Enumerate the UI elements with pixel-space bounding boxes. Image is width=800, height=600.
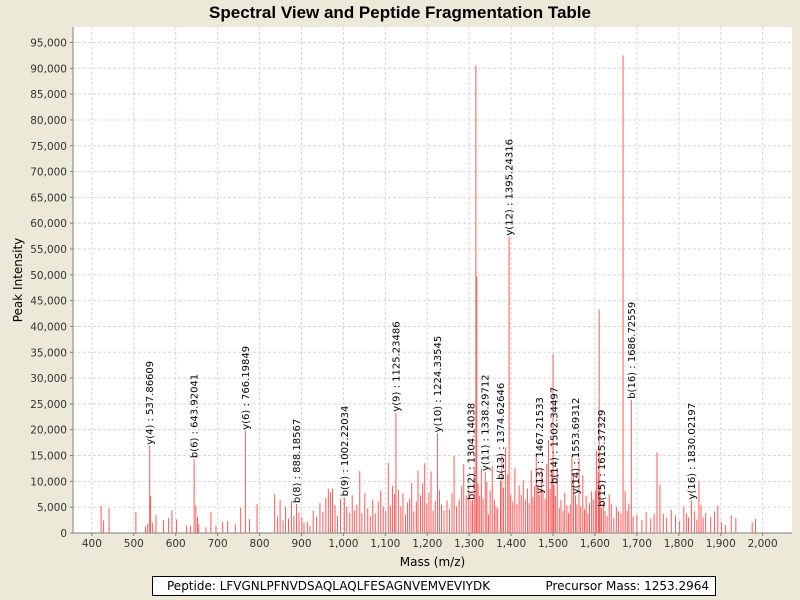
x-tick-label: 800 (250, 538, 270, 550)
peak-annotation: b(12) : 1304.14038 (466, 403, 477, 500)
peak-annotation: b(15) : 1615.37329 (597, 410, 608, 507)
x-tick-label: 900 (291, 538, 311, 550)
peptide-sequence: Peptide: LFVGNLPFNVDSAQLAQLFESAGNVEMVEVI… (167, 579, 491, 593)
plot-area (73, 27, 792, 533)
peak-annotation: y(12) : 1395.24316 (505, 139, 516, 236)
x-tick-label: 1,000 (328, 538, 358, 550)
x-axis-label: Mass (m/z) (400, 555, 465, 569)
y-tick-label: 80,000 (30, 115, 67, 127)
x-tick-label: 600 (166, 538, 186, 550)
y-tick-label: 5,000 (37, 502, 67, 514)
y-tick-label: 55,000 (30, 244, 67, 256)
x-tick-label: 700 (208, 538, 228, 550)
y-tick-label: 30,000 (30, 373, 67, 385)
peak-annotation: y(13) : 1467.21533 (535, 397, 546, 494)
x-tick-label: 1,300 (454, 538, 484, 550)
peak-annotation: y(11) : 1338.29712 (481, 374, 492, 471)
peak-annotation: y(4) : 537.86609 (145, 361, 156, 445)
y-tick-label: 95,000 (30, 37, 67, 49)
y-tick-label: 60,000 (30, 218, 67, 230)
y-tick-label: 90,000 (30, 63, 67, 75)
peak-annotation: b(14) : 1502.34497 (550, 387, 561, 484)
peak-annotation: b(6) : 643.92041 (190, 374, 201, 458)
y-tick-label: 35,000 (30, 347, 67, 359)
x-tick-label: 1,600 (580, 538, 610, 550)
x-tick-label: 1,200 (412, 538, 442, 550)
peak-annotation: y(14) : 1553.69312 (571, 398, 582, 495)
y-tick-label: 20,000 (30, 425, 67, 437)
x-tick-label: 1,900 (706, 538, 736, 550)
x-tick-label: 1,800 (664, 538, 694, 550)
peak-annotation: b(16) : 1686.72559 (627, 302, 638, 399)
x-tick-label: 1,500 (538, 538, 568, 550)
peak-annotation: b(8) : 888.18567 (292, 419, 303, 503)
y-tick-label: 0 (60, 528, 67, 540)
x-tick-label: 1,100 (370, 538, 400, 550)
chart-title: Spectral View and Peptide Fragmentation … (209, 3, 591, 22)
y-tick-label: 70,000 (30, 167, 67, 179)
y-tick-label: 85,000 (30, 89, 67, 101)
x-tick-label: 1,700 (622, 538, 652, 550)
y-tick-label: 25,000 (30, 399, 67, 411)
x-tick-label: 1,400 (496, 538, 526, 550)
x-tick-label: 500 (124, 538, 144, 550)
y-tick-label: 40,000 (30, 321, 67, 333)
y-tick-label: 45,000 (30, 296, 67, 308)
y-tick-label: 10,000 (30, 476, 67, 488)
peak-annotation: y(16) : 1830.02197 (687, 403, 698, 500)
peak-annotation: y(9) : 1125.23486 (391, 321, 402, 411)
y-tick-label: 50,000 (30, 270, 67, 282)
peak-annotation: b(9) : 1002.22034 (340, 406, 351, 497)
y-tick-label: 15,000 (30, 451, 67, 463)
peak-annotation: b(13) : 1374.62646 (496, 383, 507, 480)
x-tick-label: 400 (82, 538, 102, 550)
x-tick-label: 2,000 (748, 538, 778, 550)
peak-annotation: y(6) : 766.19849 (241, 346, 252, 430)
peptide-info-box: Peptide: LFVGNLPFNVDSAQLAQLFESAGNVEMVEVI… (152, 576, 716, 596)
y-tick-label: 65,000 (30, 192, 67, 204)
precursor-mass: Precursor Mass: 1253.2964 (545, 579, 709, 593)
y-axis-label: Peak Intensity (11, 238, 25, 323)
peak-annotation: y(10) : 1224.33545 (433, 336, 444, 433)
y-tick-label: 75,000 (30, 141, 67, 153)
